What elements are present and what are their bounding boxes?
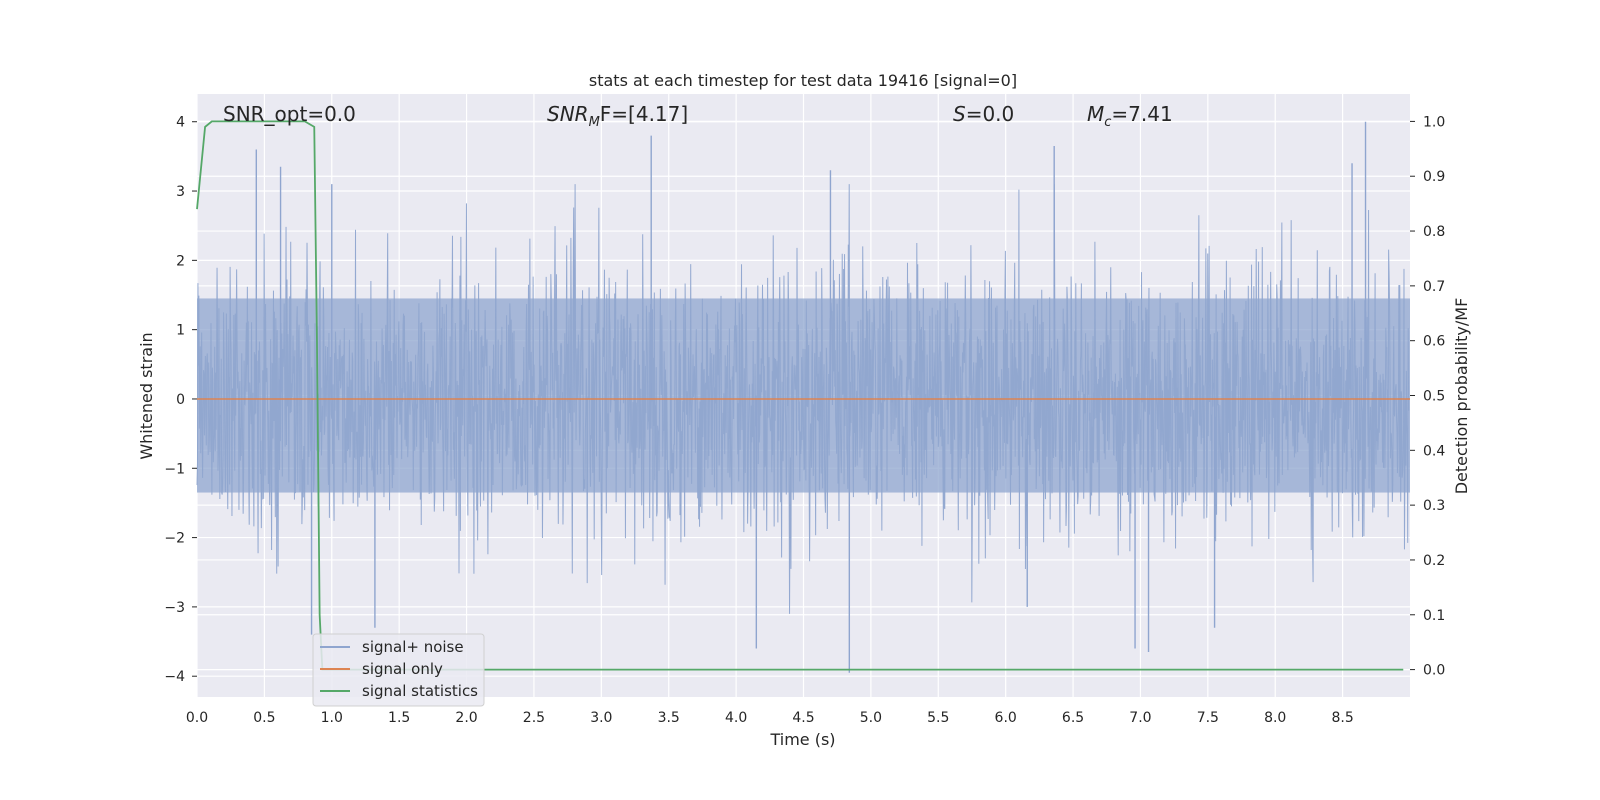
annotation-snr-opt: SNR_opt=0.0	[223, 102, 356, 126]
x-tick-label: 4.0	[725, 710, 747, 726]
annotation-s: S=0.0	[953, 102, 1014, 126]
series-signal-noise	[196, 121, 1410, 673]
y2-tick-label: 1.0	[1423, 114, 1445, 130]
y2-tick-label: 0.0	[1423, 663, 1445, 679]
y-tick-label: 3	[176, 184, 185, 200]
y2-tick-label: 0.5	[1423, 389, 1445, 405]
y-tick-label: −2	[164, 531, 185, 547]
x-tick-label: 1.5	[388, 710, 410, 726]
legend: signal+ noise signal only signal statist…	[312, 633, 485, 707]
y-tick-label: −1	[164, 461, 185, 477]
y2-tick-label: 0.8	[1423, 224, 1445, 240]
noise-line	[196, 184, 1410, 614]
x-tick-label: 6.0	[995, 710, 1017, 726]
x-tick-label: 2.5	[523, 710, 545, 726]
x-tick-label: 0.5	[253, 710, 275, 726]
y-axis-label: Whitened strain	[137, 332, 156, 459]
y2-tick-label: 0.6	[1423, 334, 1445, 350]
chart-title: stats at each timestep for test data 194…	[589, 71, 1017, 90]
annotation-snr-mf: SNRMF=[4.17]	[547, 102, 688, 130]
legend-label-signal-noise: signal+ noise	[362, 638, 464, 656]
y-tick-label: 4	[176, 115, 185, 131]
y-axis-ticks: −4 −3 −2 −1 0 1 2 3 4	[164, 115, 197, 685]
x-tick-label: 8.0	[1264, 710, 1286, 726]
x-tick-label: 7.0	[1129, 710, 1151, 726]
annotation-snr-mf-rest: F=[4.17]	[600, 102, 688, 126]
annotation-s-main: S	[953, 102, 966, 126]
y2-axis-ticks: 0.0 0.1 0.2 0.3 0.4 0.5 0.6 0.7 0.8 0.9 1.0	[1410, 114, 1445, 679]
annotation-mc-rest: =7.41	[1111, 102, 1172, 126]
x-tick-label: 6.5	[1062, 710, 1084, 726]
x-axis-ticks: 0.0 0.5 1.0 1.5 2.0 2.5 3.0 3.5 4.0 4.5 5.0 5.5 6.0 6…	[186, 710, 1354, 726]
annotation-mc-main: M	[1087, 102, 1104, 126]
x-tick-label: 3.0	[590, 710, 612, 726]
annotation-mc-sub: c	[1104, 115, 1111, 130]
annotation-snr-mf-sub: M	[589, 115, 600, 130]
legend-box	[312, 633, 485, 707]
x-tick-label: 5.0	[860, 710, 882, 726]
y2-tick-label: 0.9	[1423, 169, 1445, 185]
y2-tick-label: 0.7	[1423, 279, 1445, 295]
x-tick-label: 0.0	[186, 710, 208, 726]
x-tick-label: 2.0	[455, 710, 477, 726]
y2-tick-label: 0.1	[1423, 608, 1445, 624]
y-tick-label: −3	[164, 600, 185, 616]
annotation-s-rest: =0.0	[966, 102, 1015, 126]
x-tick-label: 1.0	[321, 710, 343, 726]
x-tick-label: 3.5	[658, 710, 680, 726]
x-tick-label: 7.5	[1197, 710, 1219, 726]
y-tick-label: −4	[164, 669, 185, 685]
y-tick-label: 0	[176, 392, 185, 408]
x-tick-label: 5.5	[927, 710, 949, 726]
legend-label-signal-only: signal only	[362, 660, 443, 678]
legend-label-signal-statistics: signal statistics	[362, 682, 478, 700]
x-tick-label: 4.5	[792, 710, 814, 726]
annotation-mc: Mc=7.41	[1087, 102, 1173, 130]
annotation-snr-mf-main: SNR	[547, 102, 589, 126]
y-tick-label: 1	[176, 323, 185, 339]
y2-tick-label: 0.4	[1423, 443, 1445, 459]
y2-tick-label: 0.3	[1423, 498, 1445, 514]
y2-tick-label: 0.2	[1423, 553, 1445, 569]
y-tick-label: 2	[176, 253, 185, 269]
y2-axis-label: Detection probability/MF	[1452, 298, 1471, 495]
x-tick-label: 8.5	[1331, 710, 1353, 726]
x-axis-label: Time (s)	[769, 730, 835, 749]
